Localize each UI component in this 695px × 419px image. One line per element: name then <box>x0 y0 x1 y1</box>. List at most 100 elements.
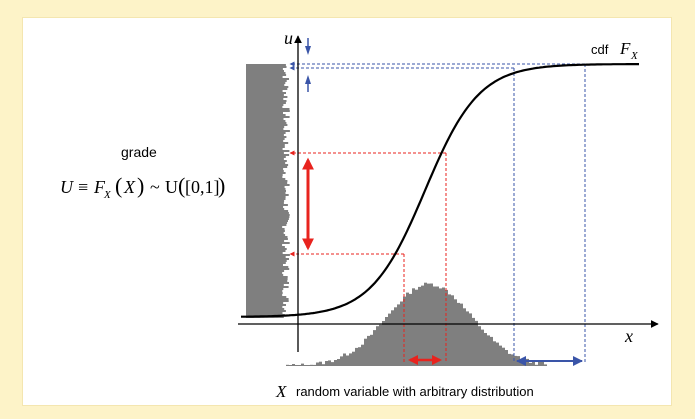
grade-hist-bar <box>246 90 283 92</box>
grade-hist-bar <box>246 176 283 178</box>
grade-hist-bar <box>246 236 288 238</box>
x-hist-bar <box>355 347 358 366</box>
x-hist-bar <box>409 293 412 366</box>
grade-hist-bar <box>246 160 287 162</box>
cdf-label-prefix: cdf <box>591 42 609 57</box>
grade-hist-bar <box>246 82 286 84</box>
x-hist-bar <box>286 364 289 366</box>
grade-hist-bar <box>246 98 284 100</box>
grade-hist-bar <box>246 292 283 294</box>
grade-hist-bar <box>246 268 290 270</box>
grade-hist-bar <box>246 222 288 224</box>
x-hist-bar <box>346 355 349 366</box>
x-axis-label: x <box>624 326 633 346</box>
grade-hist-bar <box>246 244 283 246</box>
formula-X: X <box>123 177 136 197</box>
grade-hist-bar <box>246 254 290 256</box>
x-hist-bar <box>472 317 475 366</box>
x-hist-bar <box>535 364 538 366</box>
x-hist-bar <box>358 347 361 366</box>
svg-text:): ) <box>218 173 225 198</box>
grade-hist-bar <box>246 238 288 240</box>
x-hist-bar <box>484 333 487 366</box>
grade-hist-bar <box>246 180 288 182</box>
x-hist-bar <box>352 351 355 366</box>
grade-hist-bar <box>246 232 284 234</box>
red-guide-lines <box>289 150 447 362</box>
grade-hist-bar <box>246 146 285 148</box>
grade-hist-bar <box>246 198 286 200</box>
grade-hist-bar <box>246 64 286 66</box>
grade-hist-bar <box>246 272 283 274</box>
grade-hist-bar <box>246 140 284 142</box>
formula-rpar: ) <box>137 173 144 198</box>
grade-hist-bar <box>246 274 284 276</box>
x-hist-bar <box>322 364 325 366</box>
grade-hist-bar <box>246 102 286 104</box>
x-hist-bar <box>466 311 469 366</box>
grade-hist-bar <box>246 260 287 262</box>
x-hist-bar <box>436 286 439 366</box>
caption-text: random variable with arbitrary distribut… <box>296 384 534 399</box>
grade-hist-bar <box>246 138 285 140</box>
grade-hist-bar <box>246 270 285 272</box>
grade-hist-bar <box>246 120 286 122</box>
grade-hist-bar <box>246 118 284 120</box>
x-hist-bar <box>379 324 382 366</box>
x-hist-bar <box>391 310 394 366</box>
formula-interval: [0,1] <box>185 177 220 197</box>
grade-hist-bar <box>246 168 284 170</box>
x-hist-bar <box>367 335 370 366</box>
grade-hist-bar <box>246 78 289 80</box>
x-hist-bar <box>454 299 457 366</box>
grade-hist-bar <box>246 212 289 214</box>
x-hist-bar <box>532 361 535 366</box>
formula-U: U <box>60 177 74 197</box>
x-hist-bar <box>427 283 430 366</box>
formula-equiv: ≡ <box>78 177 88 197</box>
caption: X random variable with arbitrary distrib… <box>275 382 534 401</box>
grade-hist-bar <box>246 174 283 176</box>
x-hist-bar <box>523 358 526 366</box>
grade-hist-bar <box>246 226 283 228</box>
x-hist-bar <box>328 360 331 366</box>
x-hist-bar <box>445 289 448 366</box>
x-hist-bar <box>538 361 541 366</box>
grade-hist-bar <box>246 298 289 300</box>
grade-hist-bar <box>246 122 287 124</box>
grade-hist-bar <box>246 190 286 192</box>
grade-hist-bar <box>246 242 290 244</box>
diagram-panel: u x cdf F X grade U ≡ F X ( X ) ~ U ( [0… <box>23 18 671 405</box>
x-hist-bar <box>493 341 496 366</box>
grade-hist-bar <box>246 202 284 204</box>
cdf-label-sub: X <box>630 50 639 62</box>
x-hist-bar <box>463 308 466 366</box>
grade-hist-bar <box>246 100 287 102</box>
x-hist-bar <box>325 361 328 366</box>
caption-var: X <box>275 382 287 401</box>
grade-hist-bar <box>246 286 289 288</box>
grade-hist-bar <box>246 184 290 186</box>
grade-hist-bar <box>246 192 286 194</box>
formula-lpar: ( <box>115 173 122 198</box>
grade-hist-bar <box>246 248 287 250</box>
x-hist-bar <box>313 364 316 366</box>
grade-formula: U ≡ F X ( X ) ~ U ( [0,1] ) <box>60 173 225 201</box>
x-hist-bar <box>412 288 415 366</box>
grade-hist-bar <box>246 204 288 206</box>
grade-hist-bar <box>246 124 288 126</box>
grade-hist-bar <box>246 188 286 190</box>
grade-hist-bar <box>246 276 288 278</box>
grade-hist-bar <box>246 312 283 314</box>
grade-hist-bar <box>246 262 286 264</box>
grade-hist-bar <box>246 86 289 88</box>
axes <box>238 35 659 352</box>
x-hist-bar <box>487 335 490 366</box>
x-hist-bar <box>490 336 493 366</box>
x-hist-bar <box>439 288 442 366</box>
grade-hist-bar <box>246 96 288 98</box>
x-hist-bar <box>331 362 334 366</box>
x-hist-bar <box>364 338 367 366</box>
grade-hist-bar <box>246 114 286 116</box>
x-hist-bar <box>430 283 433 366</box>
